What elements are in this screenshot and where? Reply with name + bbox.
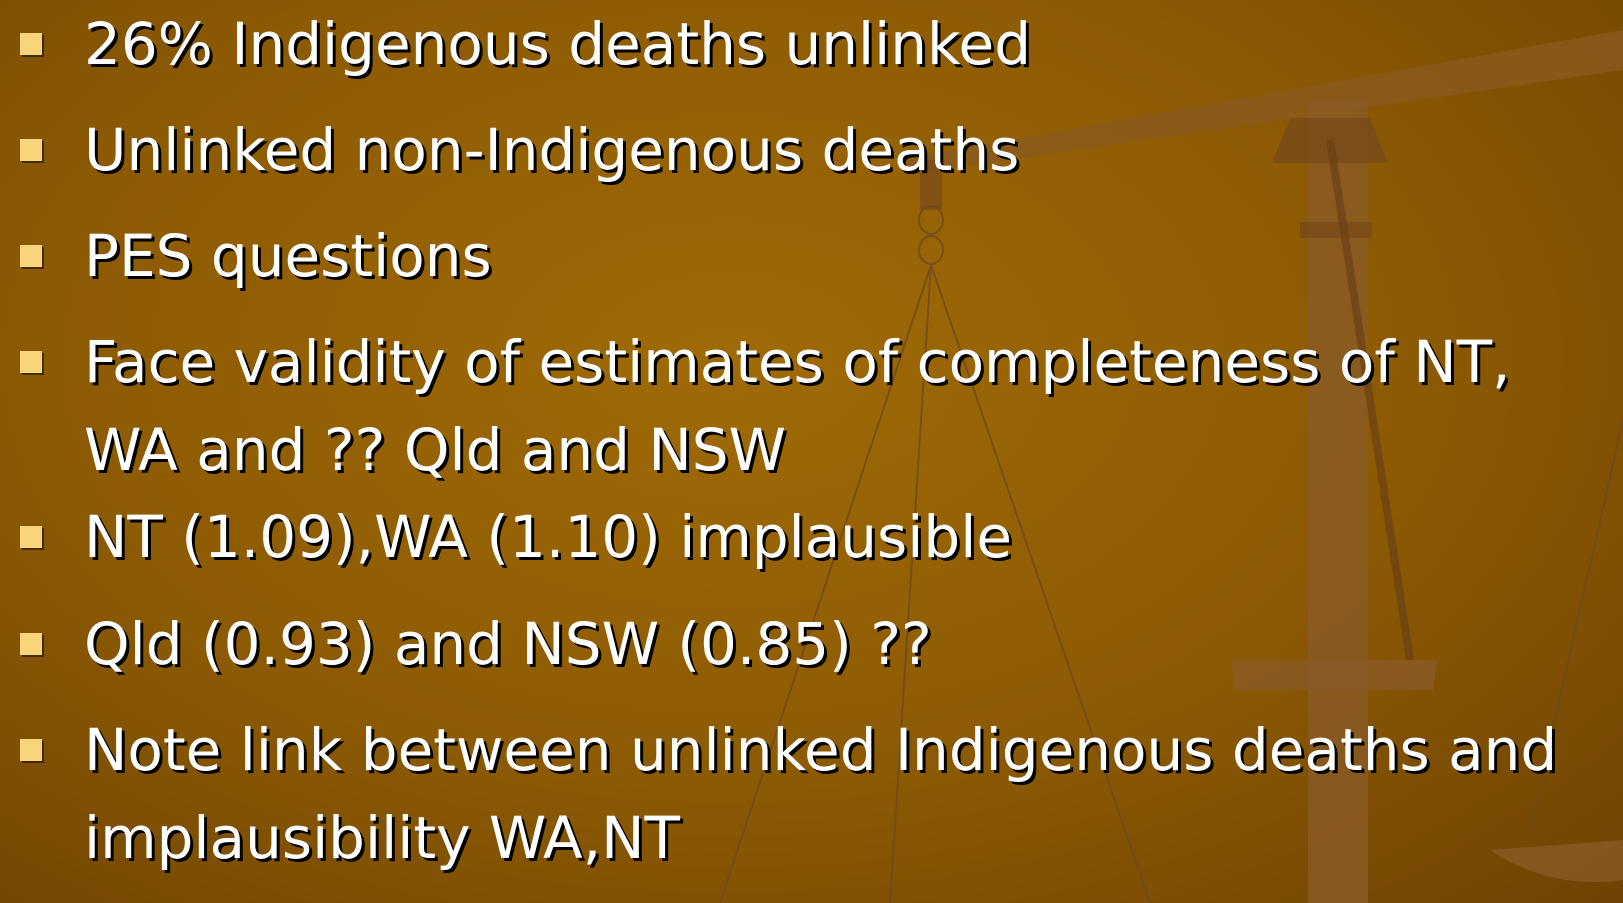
- bullet-text: Note link between unlinked Indigenous de…: [84, 706, 1614, 882]
- bullet-text: PES questions: [84, 212, 1614, 300]
- bullet-marker: [20, 139, 42, 161]
- bullet-marker: [20, 351, 42, 373]
- bullet-text: Face validity of estimates of completene…: [84, 318, 1614, 494]
- bullet-marker: [20, 33, 42, 55]
- bullet-marker: [20, 739, 42, 761]
- bullet-marker: [20, 245, 42, 267]
- slide: 26% Indigenous deaths unlinked Unlinked n…: [0, 0, 1623, 903]
- bullet-marker: [20, 526, 42, 548]
- bullet-text: Qld (0.93) and NSW (0.85) ??: [84, 600, 1614, 688]
- bullet-text: NT (1.09),WA (1.10) implausible: [84, 493, 1614, 581]
- bullet-text: 26% Indigenous deaths unlinked: [84, 0, 1614, 88]
- bullet-text: Unlinked non-Indigenous deaths: [84, 106, 1614, 194]
- bullet-marker: [20, 633, 42, 655]
